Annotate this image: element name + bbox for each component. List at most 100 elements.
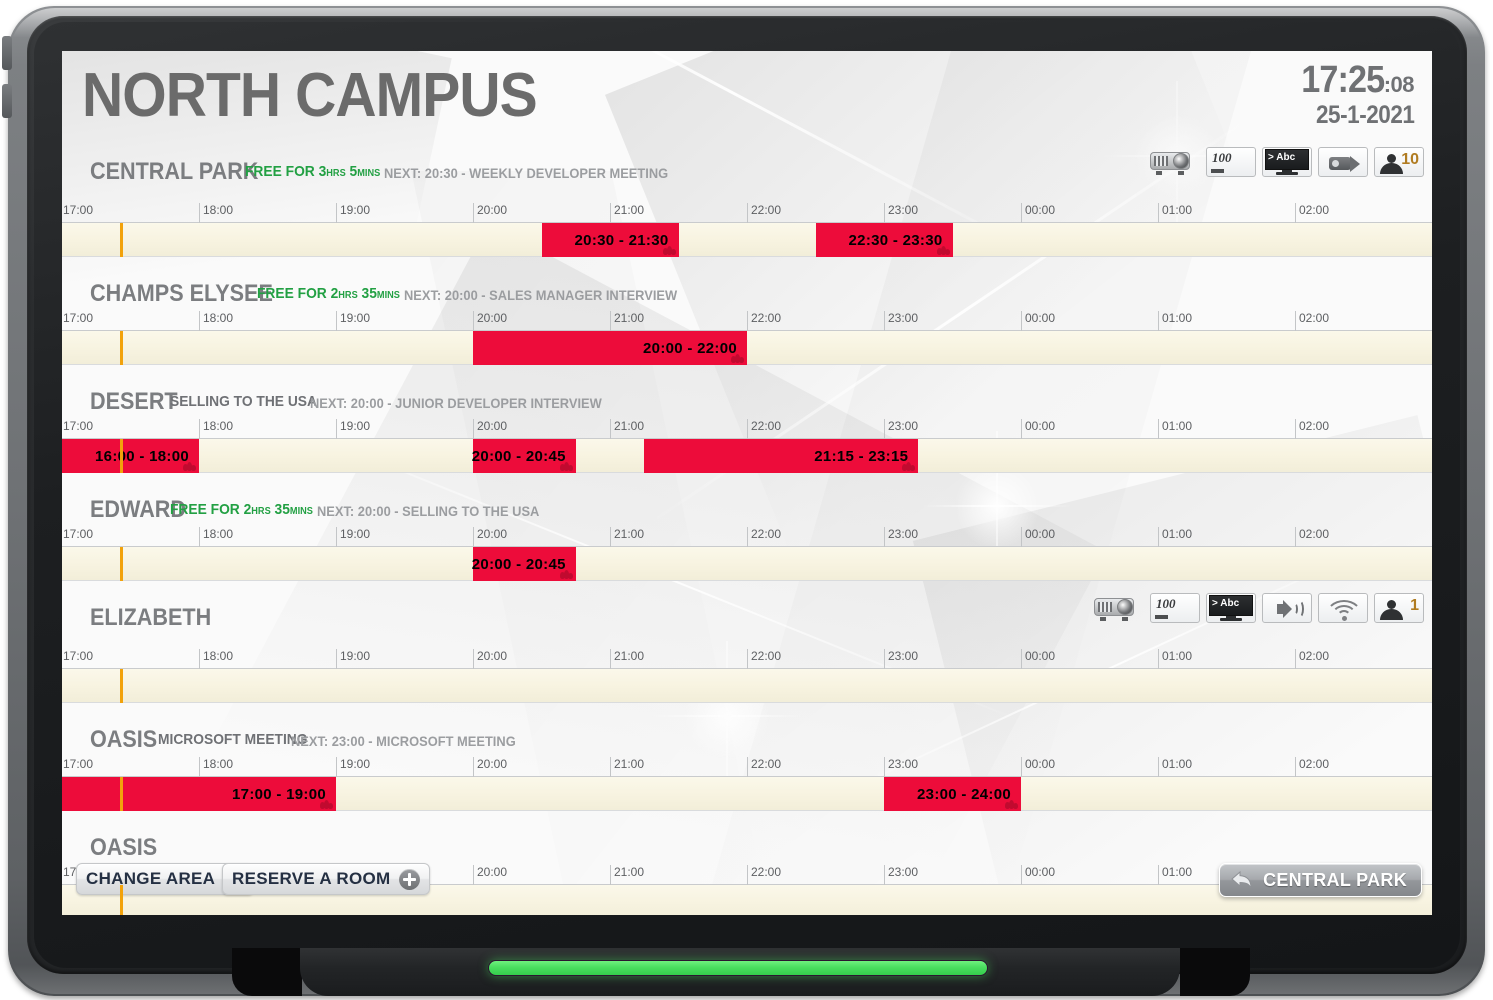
room-timeline-track[interactable]: 17:00 - 19:00 23:00 - 24:00 (62, 777, 1432, 811)
room-name: CENTRAL PARK (90, 158, 259, 185)
capacity-icon[interactable]: 10 (1374, 147, 1424, 177)
time-tick: 01:00 (1158, 865, 1192, 885)
room-name: ELIZABETH (90, 604, 212, 631)
screen-header: NORTH CAMPUS 17:25:08 25-1-2021 (62, 51, 1432, 159)
room-timeline-track[interactable]: 20:00 - 20:45 (62, 547, 1432, 581)
room-timeline-track[interactable]: 20:30 - 21:30 22:30 - 23:30 (62, 223, 1432, 257)
meeting-block[interactable]: 17:00 - 19:00 (62, 777, 336, 811)
time-tick: 21:00 (610, 757, 644, 777)
chin-cut-left (232, 948, 302, 996)
time-tick: 22:00 (747, 311, 781, 331)
room-timeline-track[interactable]: 16:00 - 18:00 20:00 - 20:45 21:15 - 23:1… (62, 439, 1432, 473)
current-time-marker (119, 669, 123, 703)
time-tick: 00:00 (1021, 527, 1055, 547)
room-row[interactable]: CENTRAL PARK FREE FOR 3HRS 5MINS NEXT: 20… (62, 147, 1432, 281)
room-row[interactable]: CHAMPS ELYSEE FREE FOR 2HRS 35MINS NEXT: … (62, 281, 1432, 389)
whiteboard-icon[interactable]: 100 (1206, 147, 1256, 177)
time-tick: 17:00 (63, 311, 94, 325)
tv-screen-icon[interactable]: > Abc (1262, 147, 1312, 177)
time-tick: 02:00 (1295, 419, 1329, 439)
room-next-meeting: NEXT: 23:00 - MICROSOFT MEETING (290, 733, 516, 749)
room-next-meeting: NEXT: 20:00 - SELLING TO THE USA (316, 503, 540, 519)
meeting-block[interactable]: 20:00 - 20:45 (471, 439, 576, 473)
time-tick: 21:00 (610, 203, 644, 223)
whiteboard-icon[interactable]: 100 (1150, 593, 1200, 623)
meeting-block[interactable]: 16:00 - 18:00 (62, 439, 199, 473)
current-time-marker (119, 223, 123, 257)
room-row[interactable]: ELIZABETH 100 > Abc 1 17:00 18:00 19:00 20:0… (62, 593, 1432, 727)
time-tick: 23:00 (884, 757, 918, 777)
meeting-block[interactable]: 20:00 - 20:45 (472, 547, 576, 581)
time-tick: 21:00 (610, 419, 644, 439)
capacity-icon[interactable]: 1 (1374, 593, 1424, 623)
meeting-block[interactable]: 20:30 - 21:30 (541, 223, 679, 257)
clock: 17:25:08 25-1-2021 (1292, 61, 1415, 130)
time-tick: 01:00 (1158, 757, 1192, 777)
room-next-meeting: NEXT: 20:30 - WEEKLY DEVELOPER MEETING (384, 165, 669, 181)
time-tick: 21:00 (610, 865, 644, 885)
meeting-time-label: 20:30 - 21:30 (574, 231, 669, 249)
room-row[interactable]: EDWARD FREE FOR 2HRS 35MINS NEXT: 20:00 -… (62, 497, 1432, 605)
room-status: FREE FOR 2HRS 35MINS (170, 501, 314, 518)
attendees-icon (559, 569, 573, 579)
current-time-marker (119, 885, 123, 915)
room-timeline-track[interactable] (62, 669, 1432, 703)
meeting-time-label: 20:00 - 22:00 (643, 339, 737, 357)
tv-screen-icon[interactable]: > Abc (1206, 593, 1256, 623)
current-time-marker (119, 777, 123, 811)
row-spacer (62, 365, 1432, 389)
room-timeline-track[interactable]: 20:00 - 22:00 (62, 331, 1432, 365)
time-tick: 21:00 (610, 527, 644, 547)
time-ruler: 17:00 18:00 19:00 20:00 21:00 22:00 23:00 00:00… (62, 757, 1432, 777)
time-ruler: 17:00 18:00 19:00 20:00 21:00 22:00 23:00 00:00… (62, 527, 1432, 547)
speaker-icon[interactable] (1262, 593, 1312, 623)
current-time-marker (119, 331, 123, 365)
device-side-button-bottom[interactable] (2, 84, 12, 118)
time-tick: 19:00 (336, 527, 370, 547)
screen-footer: CHANGE AREA RESERVE A ROOM CENTRAL PARK (62, 851, 1432, 915)
time-tick: 20:00 (473, 203, 507, 223)
room-name: CHAMPS ELYSEE (90, 280, 273, 307)
time-tick: 00:00 (1021, 865, 1055, 885)
time-tick: 02:00 (1295, 203, 1329, 223)
room-row[interactable]: OASIS MICROSOFT MEETING NEXT: 23:00 - MIC… (62, 727, 1432, 835)
clock-seconds: :08 (1383, 72, 1415, 97)
projector-icon[interactable] (1090, 593, 1144, 623)
time-tick: 20:00 (473, 865, 507, 885)
time-tick: 01:00 (1158, 527, 1192, 547)
room-status: SELLING TO THE USA (170, 393, 318, 410)
time-tick: 17:00 (63, 757, 94, 771)
time-tick: 22:00 (747, 865, 781, 885)
time-tick: 23:00 (884, 865, 918, 885)
time-tick: 00:00 (1021, 311, 1055, 331)
time-ruler: 17:00 18:00 19:00 20:00 21:00 22:00 23:00 00:00… (62, 649, 1432, 669)
meeting-block[interactable]: 22:30 - 23:30 (815, 223, 953, 257)
time-tick: 19:00 (336, 757, 370, 777)
status-led-bar (488, 960, 988, 976)
time-tick: 22:00 (747, 419, 781, 439)
time-ruler: 17:00 18:00 19:00 20:00 21:00 22:00 23:00 00:00… (62, 203, 1432, 223)
time-tick: 23:00 (884, 419, 918, 439)
back-to-central-park-button[interactable]: CENTRAL PARK (1219, 863, 1422, 897)
reserve-a-room-button[interactable]: RESERVE A ROOM (222, 863, 430, 895)
time-tick: 20:00 (473, 757, 507, 777)
projector-icon[interactable] (1146, 147, 1200, 177)
video-camera-icon[interactable] (1318, 147, 1368, 177)
meeting-block[interactable]: 23:00 - 24:00 (884, 777, 1021, 811)
time-tick: 21:00 (610, 311, 644, 331)
row-spacer (62, 257, 1432, 281)
current-time-marker (119, 439, 123, 473)
meeting-block[interactable]: 21:15 - 23:15 (644, 439, 919, 473)
wifi-icon[interactable] (1318, 593, 1368, 623)
time-tick: 22:00 (747, 527, 781, 547)
room-header: CENTRAL PARK FREE FOR 3HRS 5MINS NEXT: 20… (62, 147, 1432, 203)
time-tick: 00:00 (1021, 203, 1055, 223)
attendees-icon (559, 461, 573, 471)
room-row[interactable]: DESERT SELLING TO THE USA NEXT: 20:00 - J… (62, 389, 1432, 497)
screen: NORTH CAMPUS 17:25:08 25-1-2021 CENTRAL … (62, 51, 1432, 915)
meeting-time-label: 20:00 - 20:45 (471, 447, 566, 465)
time-tick: 18:00 (199, 311, 233, 331)
meeting-block[interactable]: 20:00 - 22:00 (473, 331, 747, 365)
device-side-button-top[interactable] (2, 36, 12, 70)
room-amenities: 100 > Abc 1 (1090, 593, 1424, 623)
